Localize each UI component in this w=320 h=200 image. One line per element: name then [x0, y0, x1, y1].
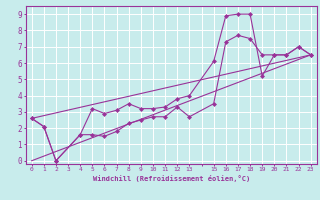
X-axis label: Windchill (Refroidissement éolien,°C): Windchill (Refroidissement éolien,°C) [92, 175, 250, 182]
